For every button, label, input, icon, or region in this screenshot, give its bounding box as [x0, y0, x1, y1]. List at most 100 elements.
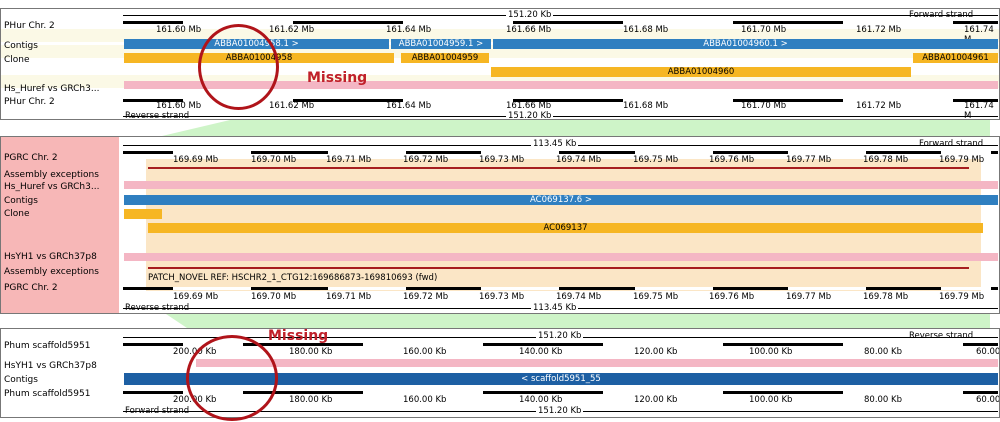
tick-label: 161.62 Mb: [269, 25, 315, 35]
clone-block[interactable]: ABBA01004959: [401, 53, 489, 63]
species-label-bottom: PHur Chr. 2: [4, 97, 55, 107]
tick-label: 160.00 Kb: [403, 395, 447, 405]
length-label: 151.20 Kb: [536, 331, 584, 341]
assembly-exception-bar-2[interactable]: [148, 267, 969, 269]
tick-label: 169.79 Mb: [939, 155, 985, 165]
tick-label: 80.00 Kb: [864, 347, 903, 357]
clone-block[interactable]: [124, 209, 162, 219]
species-label-bottom: PGRC Chr. 2: [4, 283, 58, 293]
track-label-assembly-exceptions-2: Assembly exceptions: [4, 267, 99, 277]
tick-label: 161.70 Mb: [741, 101, 787, 111]
alignment-block-2[interactable]: [124, 253, 998, 261]
alignment-block[interactable]: [124, 81, 998, 89]
tick-label: 161.68 Mb: [623, 101, 669, 111]
tick-label: 180.00 Kb: [289, 347, 333, 357]
tick-label: 169.77 Mb: [786, 155, 832, 165]
tick-label: 169.77 Mb: [786, 292, 832, 302]
tick-label: 169.73 Mb: [479, 155, 525, 165]
patch-label: PATCH_NOVEL REF: HSCHR2_1_CTG12:16968687…: [148, 273, 438, 283]
contig-block[interactable]: < scaffold5951_55: [124, 373, 998, 385]
track-label-contigs: Contigs: [4, 375, 38, 385]
tick-label: 161.66 Mb: [506, 101, 552, 111]
tick-label: 161.60 Mb: [156, 25, 202, 35]
tick-label: 161.64 Mb: [386, 101, 432, 111]
tick-label: 169.71 Mb: [326, 155, 372, 165]
scale-bar: [123, 151, 998, 154]
tick-label: 100.00 Kb: [749, 347, 793, 357]
clone-block[interactable]: ABBA01004960: [491, 67, 911, 77]
track-label-contigs: Contigs: [4, 196, 38, 206]
clone-block[interactable]: AC069137: [148, 223, 983, 233]
tick-label: 140.00 Kb: [519, 395, 563, 405]
tick-label: 169.69 Mb: [173, 155, 219, 165]
length-label-bottom: 151.20 Kb: [506, 111, 554, 120]
tick-label: 169.72 Mb: [403, 292, 449, 302]
tick-label: 169.75 Mb: [633, 292, 679, 302]
strand-label: Forward strand: [919, 139, 984, 149]
tick-label: 169.72 Mb: [403, 155, 449, 165]
scale-bar: [123, 21, 998, 24]
tick-label: 161.74 M: [964, 101, 994, 119]
tick-label: 161.68 Mb: [623, 25, 669, 35]
length-label-bottom: 151.20 Kb: [536, 406, 584, 416]
tick-label: 120.00 Kb: [634, 395, 678, 405]
tick-label: 169.76 Mb: [709, 155, 755, 165]
panel-phum: Phum scaffold5951 HsYH1 vs GRCh37p8 Cont…: [0, 328, 1000, 418]
tick-label: 169.75 Mb: [633, 155, 679, 165]
track-label-hs-huref: Hs_Huref vs GRCh3...: [4, 84, 100, 94]
track-label-assembly-exceptions: Assembly exceptions: [4, 170, 99, 180]
assembly-exception-bar[interactable]: [148, 167, 969, 169]
missing-label-1: Missing: [307, 70, 368, 86]
tick-label: 169.74 Mb: [556, 292, 602, 302]
length-label: 151.20 Kb: [506, 10, 554, 20]
tick-label: 161.62 Mb: [269, 101, 315, 111]
track-label-clone: Clone: [4, 209, 30, 219]
length-ruler: [123, 15, 998, 16]
panel-phur: PHur Chr. 2 Contigs Clone Hs_Huref vs GR…: [0, 8, 1000, 120]
tick-label: 169.74 Mb: [556, 155, 602, 165]
tick-label: 169.70 Mb: [251, 292, 297, 302]
tick-label: 161.60 Mb: [156, 101, 202, 111]
tick-label: 169.78 Mb: [863, 292, 909, 302]
tick-label: 161.64 Mb: [386, 25, 432, 35]
tick-label: 160.00 Kb: [403, 347, 447, 357]
tick-label: 161.70 Mb: [741, 25, 787, 35]
species-label: PGRC Chr. 2: [4, 153, 58, 163]
length-ruler-bottom: [123, 116, 998, 117]
alignment-block[interactable]: [124, 181, 998, 189]
tick-label: 169.71 Mb: [326, 292, 372, 302]
species-label: Phum scaffold5951: [4, 341, 91, 351]
tick-label: 180.00 Kb: [289, 395, 333, 405]
alignment-block[interactable]: [196, 359, 998, 367]
tick-label: 60.00: [976, 347, 1000, 357]
species-label: PHur Chr. 2: [4, 21, 55, 31]
contig-block[interactable]: AC069137.6 >: [124, 195, 998, 205]
label-column: [1, 137, 119, 313]
species-label-bottom: Phum scaffold5951: [4, 389, 91, 399]
track-label-clone: Clone: [4, 55, 30, 65]
strand-label-bottom: Forward strand: [125, 406, 190, 416]
tick-label: 80.00 Kb: [864, 395, 903, 405]
clone-block[interactable]: ABBA01004961: [913, 53, 998, 63]
missing-label-2: Missing: [268, 328, 329, 344]
track-label-hsyh1: HsYH1 vs GRCh37p8: [4, 361, 97, 371]
tick-label: 169.79 Mb: [939, 292, 985, 302]
tick-label: 140.00 Kb: [519, 347, 563, 357]
tick-label: 161.72 Mb: [856, 25, 902, 35]
tick-label: 169.69 Mb: [173, 292, 219, 302]
tick-label: 169.78 Mb: [863, 155, 909, 165]
track-label-contigs: Contigs: [4, 41, 38, 51]
strand-label: Forward strand: [909, 10, 974, 20]
tick-label: 169.70 Mb: [251, 155, 297, 165]
track-label-hsyh1: HsYH1 vs GRCh37p8: [4, 252, 97, 262]
panel-pgrc: PGRC Chr. 2 Assembly exceptions Hs_Huref…: [0, 136, 1000, 314]
strand-label-bottom: Reverse strand: [125, 111, 190, 120]
tick-label: 100.00 Kb: [749, 395, 793, 405]
contig-block[interactable]: ABBA01004959.1 >: [391, 39, 491, 49]
tick-label: 169.73 Mb: [479, 292, 525, 302]
strand-label-bottom: Reverse strand: [125, 303, 190, 313]
tick-label: 60.00: [976, 395, 1000, 405]
contig-block[interactable]: ABBA01004960.1 >: [493, 39, 998, 49]
scale-bar-bottom: [123, 287, 998, 290]
label-column: [1, 9, 119, 119]
